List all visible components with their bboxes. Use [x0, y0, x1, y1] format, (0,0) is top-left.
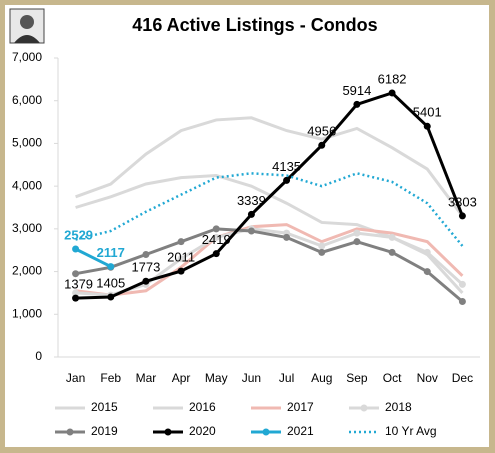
x-tick-label: Aug [311, 371, 332, 385]
legend-label: 2019 [91, 424, 118, 438]
point [458, 297, 466, 305]
data-label: 1379 [64, 277, 93, 292]
data-label: 5914 [342, 83, 371, 98]
x-tick-label: Mar [136, 371, 157, 385]
y-tick-label: 3,000 [12, 221, 42, 235]
x-tick-label: Feb [100, 371, 121, 385]
point [353, 100, 361, 108]
legend-marker [164, 428, 172, 436]
x-tick-label: Nov [417, 371, 438, 385]
data-label: 5401 [413, 105, 442, 120]
x-tick-label: Jun [242, 371, 261, 385]
y-tick-label: 1,000 [12, 306, 42, 320]
series-line [75, 116, 464, 217]
x-tick-label: Sep [346, 371, 368, 385]
point [423, 248, 431, 256]
point [142, 277, 150, 285]
avatar [9, 8, 45, 44]
point [388, 248, 396, 256]
point [423, 268, 431, 276]
x-tick-label: Jul [279, 371, 294, 385]
legend-marker [66, 428, 74, 436]
point [107, 263, 115, 271]
panel [5, 5, 489, 447]
legend-label: 2020 [189, 424, 216, 438]
point [283, 233, 291, 241]
point [458, 280, 466, 288]
legend-label: 2015 [91, 400, 118, 414]
point [318, 248, 326, 256]
data-label: 3339 [237, 193, 266, 208]
data-label: 3303 [448, 194, 477, 209]
legend-label: 2018 [385, 400, 412, 414]
point [283, 176, 291, 184]
x-tick-label: May [205, 371, 228, 385]
point [72, 289, 80, 297]
legend-label: 2017 [287, 400, 314, 414]
legend-label: 10 Yr Avg [385, 424, 437, 438]
y-tick-label: 6,000 [12, 93, 42, 107]
point [212, 250, 220, 258]
point [142, 250, 150, 258]
point [458, 212, 466, 220]
data-label: 6182 [378, 71, 407, 86]
chart-title: 416 Active Listings - Condos [132, 15, 377, 35]
data-label: 1405 [96, 275, 125, 290]
series-line [75, 227, 464, 297]
y-tick-label: 0 [35, 349, 42, 363]
point [72, 294, 80, 302]
point [177, 267, 185, 275]
series-line [75, 91, 464, 300]
data-label: 4956 [307, 124, 336, 139]
data-label: 2011 [167, 250, 195, 265]
point [212, 233, 220, 241]
data-label: 2529 [64, 227, 93, 242]
x-tick-label: Jan [66, 371, 85, 385]
y-tick-label: 2,000 [12, 264, 42, 278]
point [423, 122, 431, 130]
point [177, 255, 185, 263]
y-tick-label: 5,000 [12, 136, 42, 150]
legend-label: 2016 [189, 400, 216, 414]
point [388, 233, 396, 241]
legend-label: 2021 [287, 424, 314, 438]
data-label: 2419 [202, 232, 231, 247]
point [107, 293, 115, 301]
point [247, 227, 255, 235]
y-tick-label: 7,000 [12, 50, 42, 64]
point [318, 141, 326, 149]
x-tick-label: Dec [452, 371, 473, 385]
series-line [75, 227, 464, 303]
point [388, 89, 396, 97]
point [247, 210, 255, 218]
point [212, 225, 220, 233]
point [72, 245, 80, 253]
x-tick-label: Apr [172, 371, 191, 385]
data-label: 4135 [272, 159, 301, 174]
y-tick-label: 4,000 [12, 178, 42, 192]
point [318, 242, 326, 250]
series-line [75, 223, 464, 297]
point [72, 270, 80, 278]
point [353, 229, 361, 237]
legend-marker [262, 428, 270, 436]
point [177, 238, 185, 246]
point [353, 238, 361, 246]
series-line [74, 247, 112, 268]
x-tick-label: Oct [383, 371, 402, 385]
data-label: 1773 [131, 260, 160, 275]
data-label: 2117 [97, 245, 125, 260]
legend-marker [360, 404, 368, 412]
